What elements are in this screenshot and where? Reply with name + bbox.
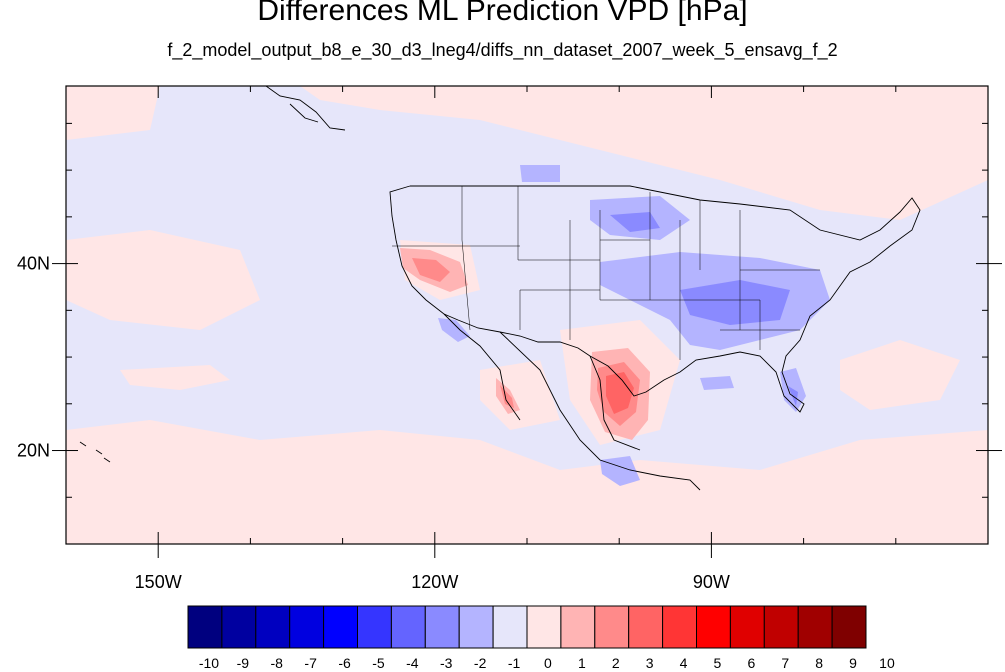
colorbar-label: -2 bbox=[474, 655, 487, 671]
colorbar-swatch bbox=[662, 605, 697, 649]
colorbar-swatch bbox=[696, 605, 731, 649]
colorbar-label: 7 bbox=[781, 655, 789, 671]
colorbar-swatch bbox=[492, 605, 528, 649]
state-boundaries bbox=[392, 186, 820, 360]
axis-ticks bbox=[52, 86, 1002, 558]
colorbar-swatch bbox=[763, 605, 799, 649]
colorbar-label: 2 bbox=[612, 655, 620, 671]
colorbar-swatch bbox=[797, 605, 833, 649]
colorbar-label: -4 bbox=[406, 655, 419, 671]
positive-anomaly-core bbox=[606, 372, 634, 414]
colorbar-label: 0 bbox=[544, 655, 552, 671]
lat-tick-label: 20N bbox=[17, 441, 50, 461]
lon-tick-label: 150W bbox=[135, 572, 182, 592]
colorbar-label: -3 bbox=[440, 655, 453, 671]
colorbar-swatch bbox=[831, 605, 867, 649]
colorbar-swatch bbox=[458, 605, 494, 649]
colorbar bbox=[187, 605, 867, 649]
colorbar-swatch bbox=[594, 605, 630, 649]
lon-tick-label: 120W bbox=[411, 572, 458, 592]
colorbar-swatch bbox=[526, 605, 562, 649]
colorbar-label: -10 bbox=[199, 655, 219, 671]
colorbar-label: -7 bbox=[304, 655, 317, 671]
colorbar-label: -8 bbox=[271, 655, 284, 671]
colorbar-label: 1 bbox=[578, 655, 586, 671]
lon-tick-label: 90W bbox=[693, 572, 730, 592]
colorbar-swatch bbox=[729, 605, 765, 649]
colorbar-label: 9 bbox=[849, 655, 857, 671]
colorbar-swatch bbox=[357, 605, 392, 649]
colorbar-label: -1 bbox=[508, 655, 521, 671]
colorbar-swatch bbox=[628, 605, 664, 649]
colorbar-label: 5 bbox=[714, 655, 722, 671]
colorbar-label: -9 bbox=[237, 655, 250, 671]
map-subtitle: f_2_model_output_b8_e_30_d3_lneg4/diffs_… bbox=[167, 40, 838, 60]
anomaly-fields bbox=[66, 86, 988, 544]
colorbar-swatch bbox=[323, 605, 359, 649]
colorbar-label: 8 bbox=[815, 655, 823, 671]
colorbar-label: 10 bbox=[879, 655, 895, 671]
colorbar-swatch bbox=[390, 605, 426, 649]
colorbar-label: 6 bbox=[747, 655, 755, 671]
negative-anomaly-strong bbox=[610, 212, 798, 406]
colorbar-label: 3 bbox=[646, 655, 654, 671]
colorbar-label: 4 bbox=[680, 655, 688, 671]
positive-anomaly-light bbox=[66, 86, 988, 544]
colorbar-labels: -10 -9 -8 -7 -6 -5 -4 -3 -2 -1 0 1 2 3 4 5 6 7 8 9 10 bbox=[199, 655, 895, 671]
colorbar-swatch bbox=[289, 605, 325, 649]
colorbar-label: -5 bbox=[372, 655, 385, 671]
political-boundaries bbox=[79, 86, 921, 491]
map-title: Differences ML Prediction VPD [hPa] bbox=[257, 0, 748, 27]
colorbar-swatch bbox=[187, 605, 223, 649]
axis-tick-labels: 40N 20N 150W 120W 90W bbox=[17, 254, 730, 592]
colorbar-label: -6 bbox=[338, 655, 351, 671]
colorbar-swatch bbox=[560, 605, 596, 649]
lat-tick-label: 40N bbox=[17, 254, 50, 274]
colorbar-swatch bbox=[255, 605, 291, 649]
colorbar-swatch bbox=[424, 605, 460, 649]
colorbar-swatch bbox=[221, 605, 257, 649]
